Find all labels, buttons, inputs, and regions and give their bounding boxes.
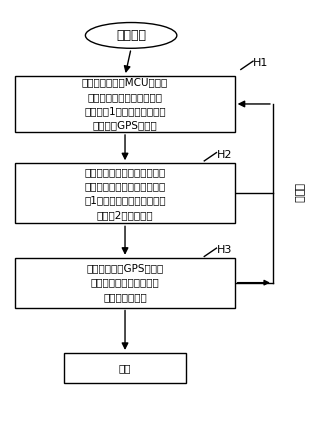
Text: 关机: 关机 bbox=[119, 363, 131, 373]
FancyBboxPatch shape bbox=[15, 163, 235, 223]
Ellipse shape bbox=[86, 22, 177, 48]
Text: 每隔一段时间，系统会再读取
重力传感器信息，如果满足规
则1，开关不做切换，如果满
足规则2，开关切换: 每隔一段时间，系统会再读取 重力传感器信息，如果满足规 则1，开关不做切换，如果… bbox=[84, 167, 166, 220]
FancyBboxPatch shape bbox=[15, 258, 235, 307]
FancyBboxPatch shape bbox=[15, 76, 235, 132]
Text: 系统休眠后，GPS射频开
关不再切换，也不再读取
重力传感器数据: 系统休眠后，GPS射频开 关不再切换，也不再读取 重力传感器数据 bbox=[86, 263, 164, 302]
Text: H1: H1 bbox=[253, 58, 268, 68]
Text: H3: H3 bbox=[216, 245, 232, 255]
Text: 系统开机: 系统开机 bbox=[116, 29, 146, 42]
Text: H2: H2 bbox=[216, 150, 232, 160]
Text: 唤醒后: 唤醒后 bbox=[294, 183, 304, 203]
FancyBboxPatch shape bbox=[64, 353, 186, 383]
Text: 有位置请求时，MCU读取系
统的重力传感器信息，如果
满足规则1，将射频开关导向
选定好的GPS天线。: 有位置请求时，MCU读取系 统的重力传感器信息，如果 满足规则1，将射频开关导向… bbox=[82, 77, 168, 131]
